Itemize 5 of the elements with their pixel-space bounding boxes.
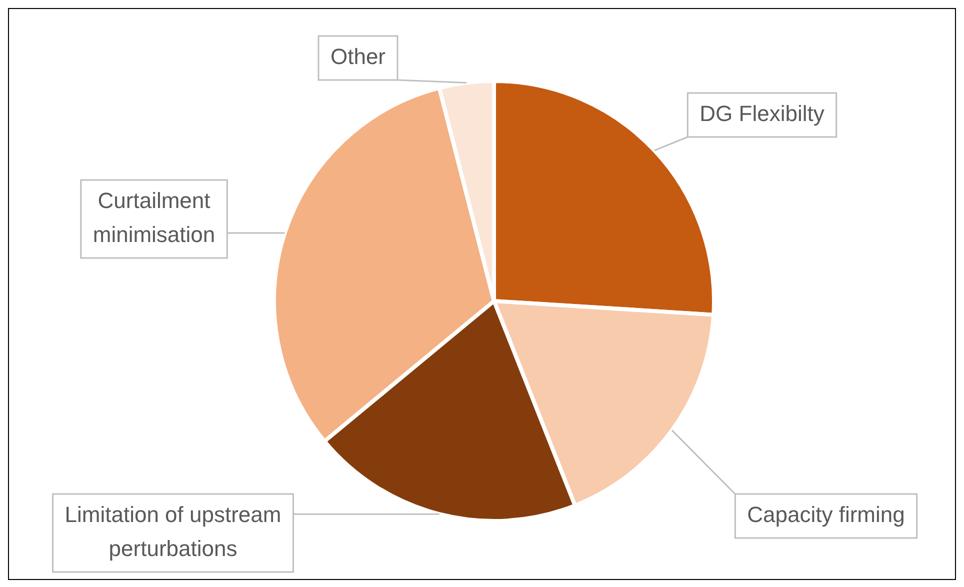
slice-label: Other [330,44,386,70]
slice-label: Curtailment minimisation [92,188,216,248]
slice-label: Capacity firming [747,502,905,528]
slice-label: DG Flexibilty [700,101,824,126]
slice-label: Limitation of upstream perturbations [64,502,282,562]
